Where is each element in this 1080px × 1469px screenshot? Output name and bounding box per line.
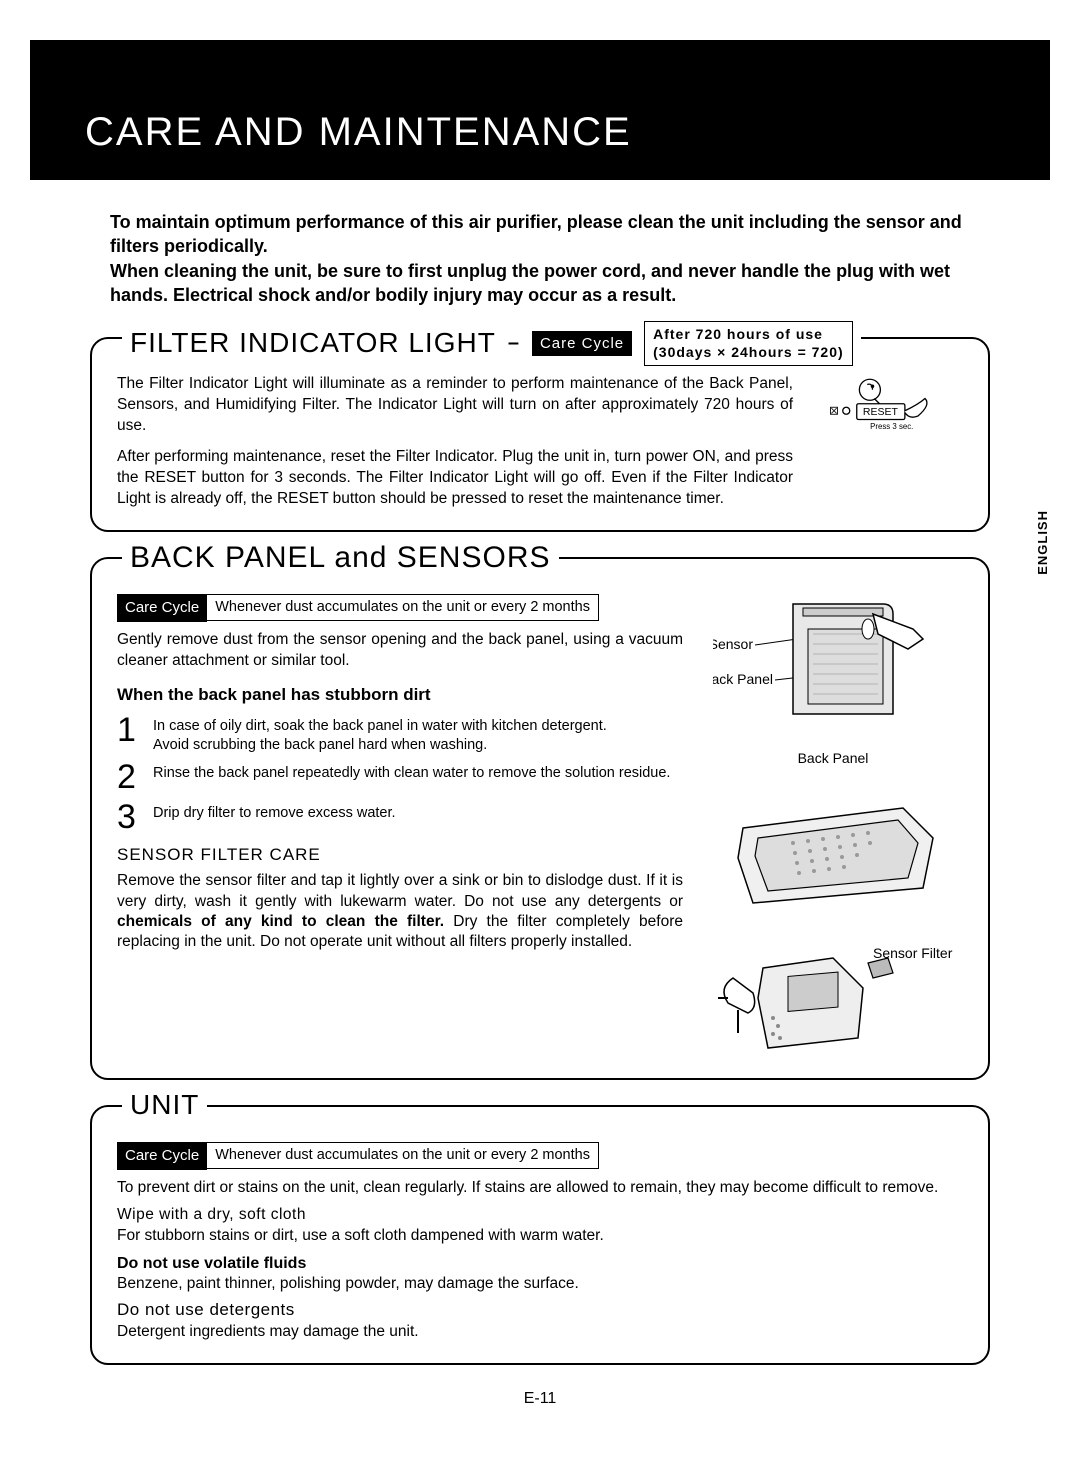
care-info-line2: (30days × 24hours = 720) <box>653 344 844 360</box>
filter-heading-text: FILTER INDICATOR LIGHT <box>130 327 496 359</box>
page-number: E-11 <box>60 1390 1020 1408</box>
section-heading-filter: FILTER INDICATOR LIGHT – Care Cycle Afte… <box>122 321 861 365</box>
stubborn-heading: When the back panel has stubborn dirt <box>117 684 683 707</box>
reset-illustration: RESET Press 3 sec. <box>813 374 963 510</box>
care-cycle-info-unit: Whenever dust accumulates on the unit or… <box>207 1142 599 1169</box>
filter-p1: The Filter Indicator Light will illumina… <box>117 374 793 437</box>
backpanel-p1: Gently remove dust from the sensor openi… <box>117 630 683 672</box>
section-unit: UNIT Care Cycle Whenever dust accumulate… <box>90 1105 990 1365</box>
backpanel-tray-illustration <box>713 783 953 923</box>
svg-text:Back Panel: Back Panel <box>713 671 773 687</box>
step-num-3: 3 <box>117 800 143 834</box>
reset-label: RESET <box>863 406 899 418</box>
sensor-p-bold: chemicals of any kind to clean the filte… <box>117 913 444 930</box>
sensor-filter-heading: SENSOR FILTER CARE <box>117 844 683 867</box>
section-heading-backpanel: BACK PANEL and SENSORS <box>122 541 559 575</box>
svg-text:Sensor: Sensor <box>713 636 753 652</box>
sensor-filter-illustration: Sensor Filter <box>713 938 953 1058</box>
intro-warning: To maintain optimum performance of this … <box>60 210 1020 307</box>
page-header: CARE AND MAINTENANCE <box>30 40 1050 180</box>
no-detergent-p: Detergent ingredients may damage the uni… <box>117 1322 963 1343</box>
unit-p3: For stubborn stains or dirt, use a soft … <box>117 1226 963 1247</box>
page-title: CARE AND MAINTENANCE <box>85 110 632 155</box>
language-tab: ENGLISH <box>1035 510 1050 575</box>
backpanel-heading-text: BACK PANEL and SENSORS <box>130 541 551 575</box>
step-3: Drip dry filter to remove excess water. <box>153 800 396 823</box>
no-volatile-heading: Do not use volatile fluids <box>117 1253 963 1275</box>
care-cycle-badge-unit: Care Cycle <box>117 1142 207 1170</box>
sensor-p-a: Remove the sensor filter and tap it ligh… <box>117 872 683 909</box>
backpanel-label-2: Back Panel <box>798 749 869 768</box>
step-num-2: 2 <box>117 760 143 794</box>
section-heading-unit: UNIT <box>122 1089 207 1121</box>
care-cycle-info-filter: After 720 hours of use (30days × 24hours… <box>644 321 853 365</box>
care-cycle-row-unit: Care Cycle Whenever dust accumulates on … <box>117 1142 963 1170</box>
step-1: In case of oily dirt, soak the back pane… <box>153 713 607 755</box>
press-label: Press 3 sec. <box>870 422 913 431</box>
stubborn-steps: 1 In case of oily dirt, soak the back pan… <box>117 713 683 835</box>
care-cycle-badge: Care Cycle <box>532 331 632 356</box>
unit-heading-text: UNIT <box>130 1089 199 1121</box>
reset-button-icon: RESET Press 3 sec. <box>813 374 953 444</box>
step-num-1: 1 <box>117 713 143 747</box>
care-cycle-row-backpanel: Care Cycle Whenever dust accumulates on … <box>117 594 683 622</box>
no-detergent-heading: Do not use detergents <box>117 1299 963 1322</box>
step-2: Rinse the back panel repeatedly with cle… <box>153 760 670 783</box>
unit-p2: Wipe with a dry, soft cloth <box>117 1205 963 1226</box>
care-cycle-badge-bp: Care Cycle <box>117 594 207 622</box>
section-back-panel: BACK PANEL and SENSORS Care Cycle Whenev… <box>90 557 990 1080</box>
filter-p2: After performing maintenance, reset the … <box>117 447 793 510</box>
care-cycle-info-bp: Whenever dust accumulates on the unit or… <box>207 594 599 621</box>
no-volatile-p: Benzene, paint thinner, polishing powder… <box>117 1274 963 1295</box>
section-filter-indicator: FILTER INDICATOR LIGHT – Care Cycle Afte… <box>90 337 990 532</box>
unit-sensor-illustration: Sensor Back Panel <box>713 594 953 734</box>
care-info-line1: After 720 hours of use <box>653 326 823 342</box>
unit-p1: To prevent dirt or stains on the unit, c… <box>117 1178 963 1199</box>
sensor-filter-p: Remove the sensor filter and tap it ligh… <box>117 871 683 952</box>
